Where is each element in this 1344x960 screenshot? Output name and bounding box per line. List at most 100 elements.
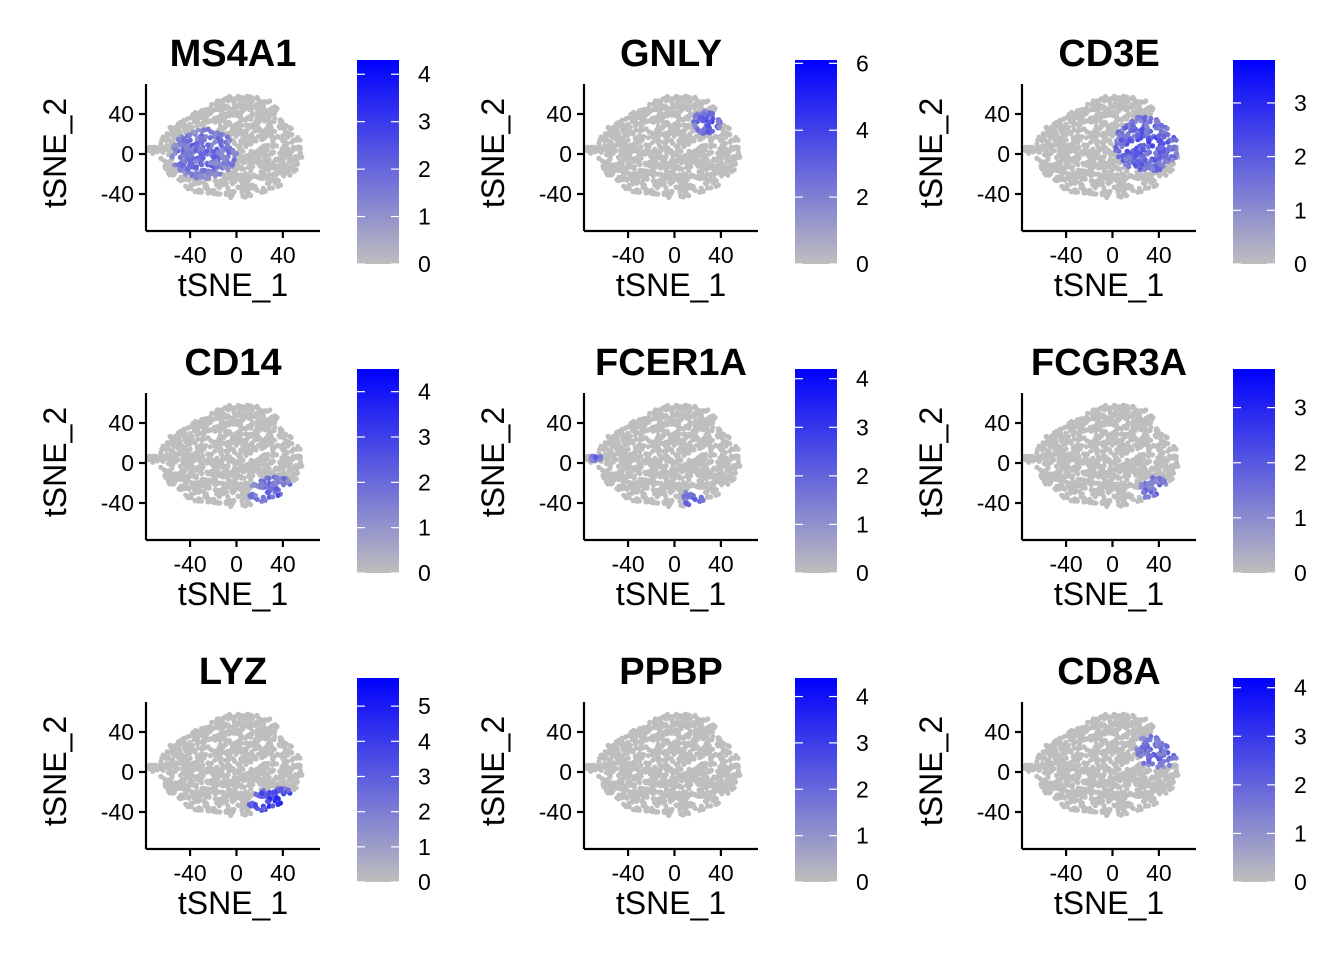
scatter-point — [248, 168, 254, 174]
scatter-point — [175, 430, 181, 436]
scatter-point — [272, 111, 278, 117]
scatter-point — [221, 420, 227, 426]
y-tick-label: -40 — [539, 181, 572, 207]
scatter-point — [617, 162, 623, 168]
scatter-points — [146, 93, 305, 200]
y-tick-label: -40 — [101, 490, 134, 516]
scatter-point — [1146, 172, 1152, 178]
scatter-point — [213, 118, 219, 124]
scatter-point — [729, 168, 735, 174]
scatter-point — [203, 457, 210, 463]
scatter-point — [169, 463, 175, 469]
colorbar-tick-label: 2 — [856, 184, 869, 210]
scatter-point — [639, 127, 646, 133]
colorbar-tick-label: 1 — [418, 515, 431, 541]
scatter-point — [643, 142, 649, 148]
scatter-point — [1153, 119, 1159, 125]
scatter-point — [186, 486, 192, 492]
scatter-point — [213, 427, 219, 433]
scatter-point — [642, 185, 649, 192]
scatter-point — [262, 161, 269, 167]
scatter-point — [251, 155, 257, 161]
scatter-point — [285, 478, 291, 484]
scatter-point — [1107, 157, 1113, 163]
scatter-point — [668, 112, 675, 118]
scatter-point — [1102, 149, 1108, 156]
scatter-point — [231, 157, 237, 163]
scatter-point — [1116, 154, 1122, 160]
scatter-point — [246, 415, 252, 421]
scatter-point — [262, 470, 269, 476]
x-axis-label: tSNE_1 — [616, 267, 726, 303]
scatter-point — [217, 180, 223, 186]
scatter-point — [713, 183, 719, 189]
scatter-point — [674, 185, 680, 191]
scatter-point — [212, 173, 218, 179]
scatter-point — [167, 455, 173, 462]
scatter-point — [291, 477, 297, 483]
scatter-point — [730, 145, 736, 151]
scatter-point — [254, 431, 260, 437]
scatter-point — [291, 168, 297, 174]
scatter-point — [273, 176, 280, 183]
scatter-point — [609, 127, 615, 133]
scatter-point — [723, 165, 729, 171]
scatter-point — [1065, 161, 1071, 167]
scatter-point — [254, 422, 260, 428]
colorbar-tick-label: 1 — [1294, 197, 1307, 223]
scatter-point — [1173, 150, 1179, 156]
scatter-point — [1108, 140, 1114, 146]
scatter-point — [1068, 115, 1074, 121]
scatter-point — [646, 129, 652, 135]
scatter-point — [1098, 105, 1104, 111]
scatter-point — [613, 136, 619, 142]
scatter-point — [253, 104, 259, 111]
scatter-point — [225, 407, 231, 413]
scatter-point — [288, 125, 294, 132]
scatter-point — [243, 122, 249, 128]
scatter-point — [1135, 114, 1141, 120]
scatter-point — [677, 154, 683, 160]
x-axis-label: tSNE_1 — [1054, 267, 1164, 303]
scatter-point — [185, 116, 191, 122]
scatter-point — [264, 180, 270, 186]
scatter-point — [214, 469, 220, 475]
scatter-point — [1135, 133, 1141, 139]
scatter-point — [1133, 147, 1139, 154]
scatter-point — [179, 162, 185, 168]
scatter-point — [626, 183, 632, 189]
scatter-point — [259, 442, 265, 448]
scatter-point — [281, 166, 287, 172]
scatter-point — [216, 423, 222, 429]
scatter-point — [262, 408, 268, 414]
scatter-point — [205, 451, 211, 457]
scatter-point — [1094, 142, 1100, 148]
scatter-point — [175, 136, 181, 142]
scatter-point — [708, 149, 715, 155]
scatter-point — [261, 188, 267, 194]
scatter-point — [735, 154, 742, 160]
scatter-point — [229, 123, 235, 129]
scatter-point — [204, 494, 211, 501]
scatter-point — [189, 470, 195, 476]
scatter-point — [1137, 188, 1143, 194]
scatter-point — [619, 136, 625, 142]
scatter-point — [273, 452, 280, 458]
scatter-point — [175, 121, 181, 127]
scatter-point — [201, 489, 207, 495]
scatter-point — [179, 471, 185, 477]
scatter-point — [215, 149, 221, 155]
scatter-point — [214, 160, 220, 166]
scatter-point — [263, 435, 269, 441]
scatter-point — [630, 115, 636, 121]
scatter-point — [186, 177, 192, 183]
scatter-point — [238, 484, 244, 490]
scatter-point — [231, 466, 237, 472]
scatter-point — [1120, 93, 1126, 99]
scatter-point — [1132, 162, 1138, 168]
scatter-point — [587, 145, 593, 151]
scatter-point — [679, 166, 685, 172]
scatter-point — [684, 184, 690, 190]
